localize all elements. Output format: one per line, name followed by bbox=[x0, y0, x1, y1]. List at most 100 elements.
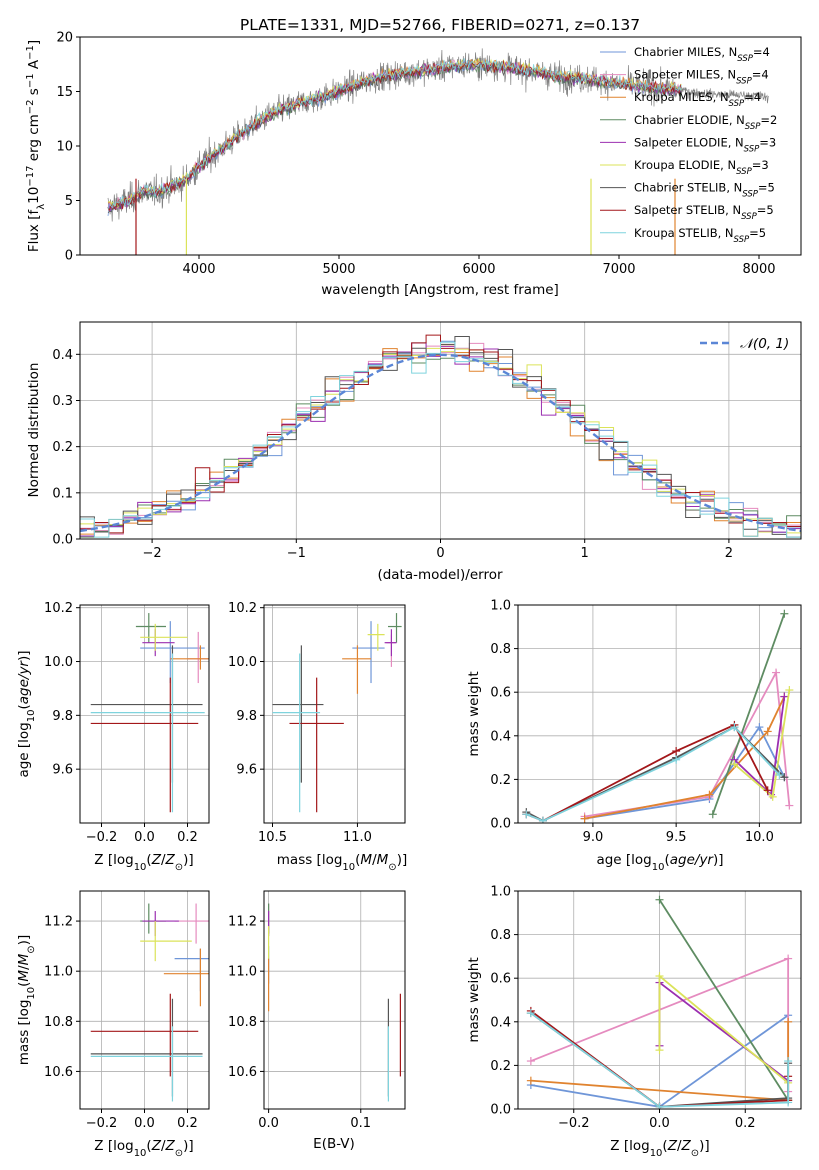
x-axis-label: E(B-V) bbox=[313, 1136, 355, 1152]
label-part: M bbox=[16, 953, 32, 965]
label-part: 10 bbox=[26, 987, 37, 1000]
label-part: )] bbox=[16, 650, 32, 661]
x-tick-label: −1 bbox=[287, 546, 306, 561]
label-part: age [log bbox=[596, 852, 651, 868]
legend-tail: =2 bbox=[760, 113, 777, 127]
legend-tail: =3 bbox=[752, 158, 769, 172]
label-part: ( bbox=[355, 852, 360, 868]
y-tick-label: 10.8 bbox=[228, 1015, 257, 1030]
label-part: −2 bbox=[25, 99, 36, 114]
legend-tail: =4 bbox=[753, 45, 770, 59]
legend-label: Salpeter STELIB, NSSP=5 bbox=[634, 203, 774, 222]
x-tick-label: 6000 bbox=[462, 262, 495, 277]
x-tick-label: 2 bbox=[725, 546, 733, 561]
axes-frame bbox=[263, 604, 406, 824]
label-part: ( bbox=[16, 982, 32, 987]
y-tick-label: 9.6 bbox=[236, 763, 257, 778]
residual-histogram bbox=[80, 341, 801, 538]
y-tick-label: 0.6 bbox=[490, 686, 511, 701]
x-tick-label: −2 bbox=[143, 546, 162, 561]
axes-residuals: −2 −1 0 1 2 0.0 0.1 0.2 0.3 0.4 𝒩(0, 1) (data-model… bbox=[26, 321, 802, 583]
legend-text: Salpeter MILES, N bbox=[634, 68, 736, 82]
label-part: mass [log bbox=[277, 852, 343, 868]
plot-area bbox=[80, 334, 801, 538]
label-part: ⊙ bbox=[175, 862, 183, 873]
legend-sub: SSP bbox=[745, 122, 761, 132]
y-axis-label: Flux [fλ10−17 erg cm−2 s−1 A−1] bbox=[25, 40, 47, 252]
label-part: mass weight bbox=[466, 957, 482, 1042]
axes-mass_vs_ebv: 0.0 0.1 10.6 10.8 11.0 11.2 E(B-V) bbox=[228, 890, 406, 1152]
y-tick-label: 11.2 bbox=[228, 915, 257, 930]
y-tick-label: 10.6 bbox=[44, 1065, 73, 1080]
y-tick-label: 1.0 bbox=[490, 885, 511, 900]
plot-area bbox=[107, 48, 769, 255]
x-tick-label: 0.1 bbox=[350, 1116, 371, 1131]
x-axis-label: Z [log10(Z/Z⊙)] bbox=[94, 852, 193, 873]
label-part: 10 bbox=[134, 862, 147, 873]
y-tick-label: 9.8 bbox=[236, 709, 257, 724]
y-tick-label: 10.0 bbox=[44, 655, 73, 670]
plot-area bbox=[268, 903, 401, 1102]
label-part: 10 bbox=[650, 1148, 663, 1159]
x-tick-label: 0.2 bbox=[177, 1116, 198, 1131]
y-tick-label: 0.4 bbox=[52, 348, 73, 363]
grid bbox=[80, 605, 209, 823]
legend-tail: =4 bbox=[744, 90, 761, 104]
y-tick-label: 0.1 bbox=[52, 486, 73, 501]
legend-tail: =5 bbox=[757, 203, 774, 217]
y-tick-label: 0.6 bbox=[490, 972, 511, 987]
y-tick-label: 11.0 bbox=[228, 965, 257, 980]
weight-line bbox=[711, 613, 786, 815]
y-tick-label: 5 bbox=[65, 194, 73, 209]
label-part: / bbox=[161, 1138, 166, 1154]
label-part: )] bbox=[16, 935, 32, 946]
x-tick-label: 9.0 bbox=[583, 830, 604, 845]
label-part: / bbox=[16, 965, 32, 970]
label-part: Z bbox=[165, 1138, 176, 1154]
x-tick-label: 5000 bbox=[322, 262, 355, 277]
y-tick-label: 10.0 bbox=[228, 655, 257, 670]
x-axis-label: mass [log10(M/M⊙)] bbox=[277, 852, 407, 873]
label-part: ⊙ bbox=[691, 1148, 699, 1159]
y-tick-label: 0.0 bbox=[490, 817, 511, 832]
label-part: )] bbox=[183, 1138, 194, 1154]
legend-tail: =5 bbox=[758, 181, 775, 195]
label-part: 10 bbox=[26, 710, 37, 723]
label-part: Z bbox=[667, 1138, 678, 1154]
label-part: mass weight bbox=[466, 671, 482, 756]
label-part: ] bbox=[26, 40, 42, 45]
legend-text: Kroupa ELODIE, N bbox=[634, 158, 736, 172]
legend-label: Kroupa STELIB, NSSP=5 bbox=[634, 226, 766, 245]
legend-tail: =3 bbox=[759, 135, 776, 149]
legend-text: Chabrier STELIB, N bbox=[634, 181, 742, 195]
x-tick-label: 1 bbox=[581, 546, 589, 561]
label-part: ( bbox=[146, 1138, 151, 1154]
x-tick-label: −0.2 bbox=[86, 1116, 118, 1131]
axes-frame bbox=[517, 604, 802, 824]
legend-sub: SSP bbox=[736, 77, 752, 87]
y-tick-label: 20 bbox=[56, 31, 73, 46]
legend-label: Kroupa ELODIE, NSSP=3 bbox=[634, 158, 769, 177]
weight-line bbox=[530, 1012, 790, 1108]
legend-sub: SSP bbox=[741, 212, 757, 222]
legend-text: Chabrier MILES, N bbox=[634, 45, 737, 59]
label-part: Z bbox=[151, 1138, 162, 1154]
plot-area bbox=[526, 895, 793, 1109]
axes-frame bbox=[79, 890, 210, 1110]
label-part: Z bbox=[151, 852, 162, 868]
axes-frame bbox=[79, 604, 210, 824]
label-part: 10 bbox=[26, 187, 42, 204]
legend-tail: =5 bbox=[749, 226, 766, 240]
plot-area bbox=[522, 609, 794, 823]
x-tick-label: 7000 bbox=[602, 262, 635, 277]
label-part: A bbox=[26, 59, 42, 73]
y-axis-label: Normed distribution bbox=[26, 363, 42, 498]
label-part: ⊙ bbox=[175, 1148, 183, 1159]
grid bbox=[264, 605, 405, 823]
label-part: ( bbox=[146, 852, 151, 868]
axes-mass_vs_Z: −0.2 0.0 0.210.610.811.011.2Z [log10(Z/Z⊙)… bbox=[16, 890, 210, 1159]
y-tick-label: 11.2 bbox=[44, 915, 73, 930]
label-part: −1 bbox=[25, 45, 36, 60]
x-tick-label: 0.0 bbox=[134, 830, 155, 845]
